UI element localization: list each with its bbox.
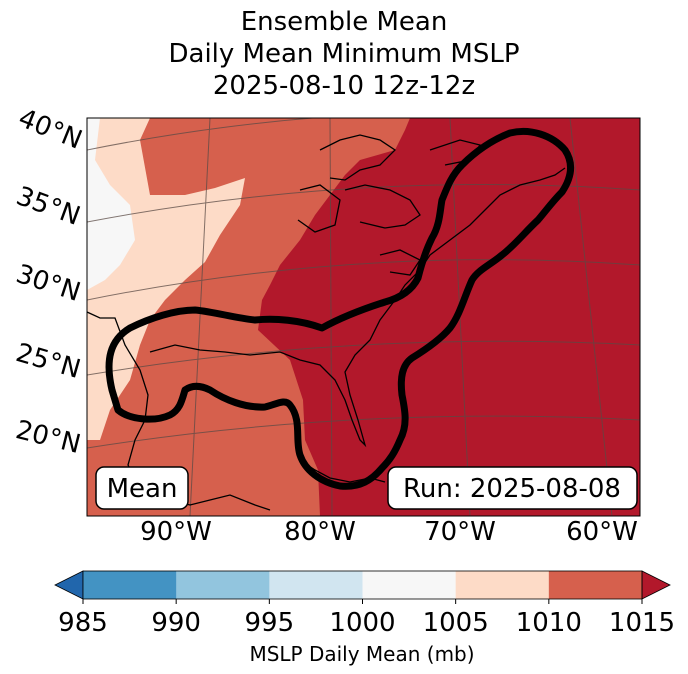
colorbar-segment — [455, 571, 550, 599]
colorbar-tick-label: 990 — [151, 608, 201, 638]
colorbar-tick-label: 1000 — [329, 608, 395, 638]
colorbar-segment — [176, 571, 270, 599]
colorbar-tick-label: 985 — [58, 608, 108, 638]
lat-label-30: 30°N — [12, 259, 84, 308]
title-line-1: Ensemble Mean — [240, 7, 448, 37]
mslp-contour — [105, 127, 575, 490]
lat-label-40: 40°N — [14, 103, 86, 155]
mean-badge — [95, 466, 189, 510]
run-badge-text: Run: 2025-08-08 — [403, 474, 621, 504]
lon-label-60: 60°W — [566, 517, 638, 547]
colorbar-tick-label: 1015 — [609, 608, 675, 638]
title-line-2: Daily Mean Minimum MSLP — [168, 39, 520, 69]
colorbar-tick-label: 995 — [245, 608, 295, 638]
lon-label-80: 80°W — [284, 517, 356, 547]
pressure-fill-1000 — [87, 118, 135, 290]
run-badge — [387, 466, 638, 510]
colorbar-ticks: 985 990 995 1000 1005 1010 1015 — [58, 599, 675, 638]
colorbar-segment — [362, 571, 457, 599]
colorbar-extend-high — [641, 570, 671, 600]
map-panel — [87, 118, 640, 516]
colorbar-tick-label: 1005 — [423, 608, 489, 638]
lat-label-20: 20°N — [13, 415, 84, 460]
lon-label-90: 90°W — [140, 517, 212, 547]
colorbar-extend-low — [54, 570, 84, 600]
colorbar-segment — [548, 571, 643, 599]
colorbar-label: MSLP Daily Mean (mb) — [249, 642, 474, 666]
title-line-3: 2025-08-10 12z-12z — [212, 71, 476, 101]
lat-label-25: 25°N — [12, 338, 83, 385]
colorbar — [54, 570, 671, 600]
lon-label-70: 70°W — [424, 517, 496, 547]
mean-badge-text: Mean — [107, 474, 178, 504]
colorbar-segment — [269, 571, 363, 599]
colorbar-segment — [83, 571, 177, 599]
lat-label-35: 35°N — [12, 181, 84, 232]
map-frame — [86, 117, 641, 517]
chart-title: Ensemble Mean Daily Mean Minimum MSLP 20… — [0, 6, 688, 102]
colorbar-tick-label: 1010 — [516, 608, 582, 638]
